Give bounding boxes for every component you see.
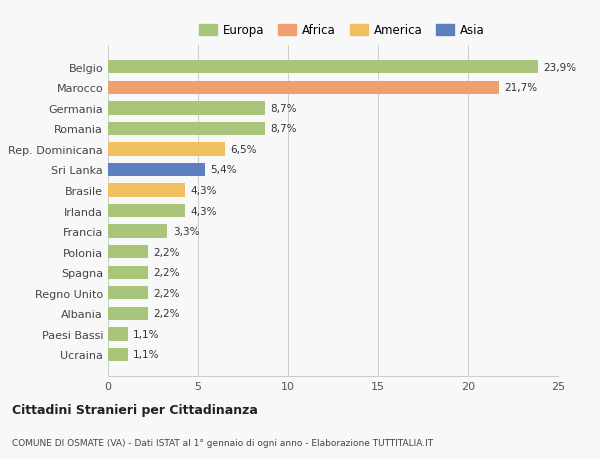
Text: COMUNE DI OSMATE (VA) - Dati ISTAT al 1° gennaio di ogni anno - Elaborazione TUT: COMUNE DI OSMATE (VA) - Dati ISTAT al 1°… xyxy=(12,438,433,447)
Bar xyxy=(108,61,538,74)
Bar xyxy=(108,81,499,95)
Legend: Europa, Africa, America, Asia: Europa, Africa, America, Asia xyxy=(194,20,490,42)
Text: 1,1%: 1,1% xyxy=(133,350,160,360)
Text: 21,7%: 21,7% xyxy=(504,83,537,93)
Text: Cittadini Stranieri per Cittadinanza: Cittadini Stranieri per Cittadinanza xyxy=(12,403,258,416)
Bar xyxy=(108,163,205,177)
Bar xyxy=(108,143,225,156)
Bar xyxy=(108,204,185,218)
Text: 6,5%: 6,5% xyxy=(230,145,257,155)
Bar xyxy=(108,123,265,136)
Bar xyxy=(108,307,148,320)
Bar xyxy=(108,266,148,280)
Text: 3,3%: 3,3% xyxy=(173,227,199,237)
Text: 4,3%: 4,3% xyxy=(191,206,217,216)
Bar xyxy=(108,348,128,361)
Text: 2,2%: 2,2% xyxy=(153,268,179,278)
Bar xyxy=(108,328,128,341)
Text: 8,7%: 8,7% xyxy=(270,104,296,113)
Text: 8,7%: 8,7% xyxy=(270,124,296,134)
Text: 2,2%: 2,2% xyxy=(153,309,179,319)
Text: 2,2%: 2,2% xyxy=(153,288,179,298)
Text: 23,9%: 23,9% xyxy=(544,62,577,73)
Bar xyxy=(108,286,148,300)
Bar xyxy=(108,225,167,238)
Text: 1,1%: 1,1% xyxy=(133,329,160,339)
Text: 5,4%: 5,4% xyxy=(211,165,237,175)
Bar xyxy=(108,102,265,115)
Text: 2,2%: 2,2% xyxy=(153,247,179,257)
Text: 4,3%: 4,3% xyxy=(191,185,217,196)
Bar xyxy=(108,246,148,259)
Bar xyxy=(108,184,185,197)
